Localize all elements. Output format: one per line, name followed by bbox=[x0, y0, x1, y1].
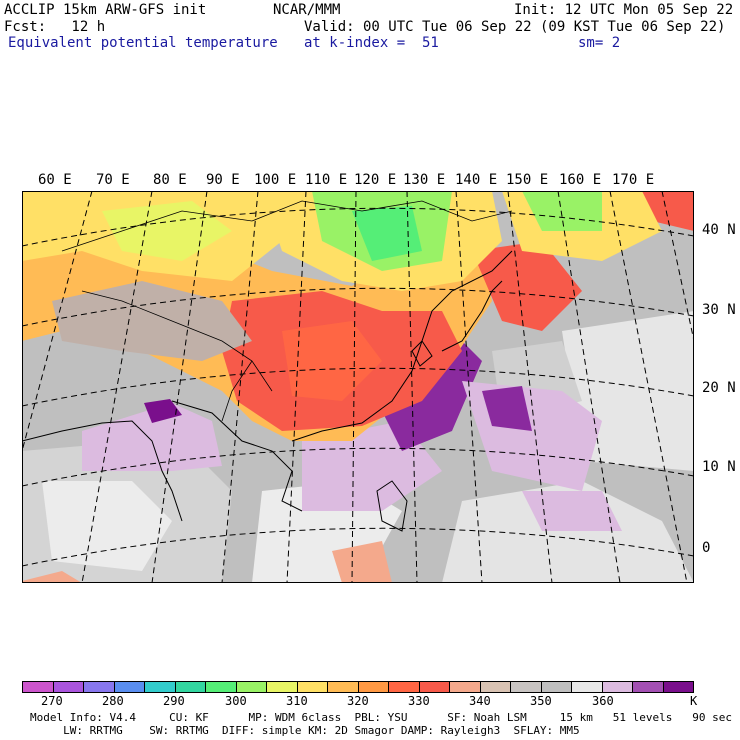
lon-label-160e: 160 E bbox=[559, 172, 602, 188]
lon-label-140e: 140 E bbox=[455, 172, 498, 188]
lat-label-30n: 30 N bbox=[702, 302, 736, 318]
colorbar-tick-360: 360 bbox=[592, 694, 614, 708]
coastlines bbox=[22, 250, 513, 532]
lon-label-110e: 110 E bbox=[305, 172, 348, 188]
field-name: Equivalent potential temperature bbox=[8, 35, 278, 51]
lon-label-60e: 60 E bbox=[38, 172, 72, 188]
colorbar-tick-310: 310 bbox=[286, 694, 308, 708]
colorbar-tick-300: 300 bbox=[225, 694, 247, 708]
lon-label-70e: 70 E bbox=[96, 172, 130, 188]
cool-land-region bbox=[22, 191, 662, 291]
colorbar-swatch-10 bbox=[328, 682, 359, 692]
colorbar-swatch-20 bbox=[633, 682, 664, 692]
colorbar-swatch-8 bbox=[267, 682, 298, 692]
model-info-line1: Model Info: V4.4 CU: KF MP: WDM 6class P… bbox=[30, 711, 732, 724]
graticule bbox=[22, 191, 694, 583]
colorbar-swatch-14 bbox=[450, 682, 481, 692]
colorbar-swatch-6 bbox=[206, 682, 237, 692]
init-time: Init: 12 UTC Mon 05 Sep 22 bbox=[514, 2, 734, 18]
lon-label-100e: 100 E bbox=[254, 172, 297, 188]
high-theta-e-region bbox=[82, 341, 622, 531]
colorbar-tick-270: 270 bbox=[41, 694, 63, 708]
colorbar-swatch-13 bbox=[419, 682, 450, 692]
country-borders bbox=[61, 200, 513, 422]
colorbar-swatch-1 bbox=[53, 682, 84, 692]
colorbar-swatch-11 bbox=[358, 682, 389, 692]
plateau-region bbox=[52, 281, 252, 361]
colorbar bbox=[22, 681, 694, 693]
lat-label-40n: 40 N bbox=[702, 222, 736, 238]
colorbar-tick-340: 340 bbox=[469, 694, 491, 708]
lon-label-170e: 170 E bbox=[612, 172, 655, 188]
lat-label-0: 0 bbox=[702, 540, 711, 556]
colorbar-tick-320: 320 bbox=[347, 694, 369, 708]
theta-e-map bbox=[22, 191, 694, 583]
colorbar-swatch-4 bbox=[145, 682, 176, 692]
lon-label-90e: 90 E bbox=[206, 172, 240, 188]
forecast-hour: Fcst: 12 h bbox=[4, 19, 106, 35]
lat-label-10n: 10 N bbox=[702, 459, 736, 475]
colorbar-tick-280: 280 bbox=[102, 694, 124, 708]
lon-label-130e: 130 E bbox=[403, 172, 446, 188]
colorbar-swatch-18 bbox=[572, 682, 603, 692]
level-label: at k-index = 51 bbox=[304, 35, 439, 51]
colorbar-swatch-21 bbox=[663, 682, 693, 692]
colorbar-swatch-5 bbox=[175, 682, 206, 692]
colorbar-unit: K bbox=[690, 694, 698, 708]
colorbar-tick-290: 290 bbox=[163, 694, 185, 708]
colorbar-swatch-16 bbox=[511, 682, 542, 692]
colorbar-tick-350: 350 bbox=[530, 694, 552, 708]
lon-label-80e: 80 E bbox=[153, 172, 187, 188]
model-title: ACCLIP 15km ARW-GFS init bbox=[4, 2, 207, 18]
colorbar-swatch-9 bbox=[297, 682, 328, 692]
colorbar-swatch-17 bbox=[541, 682, 572, 692]
colorbar-swatch-7 bbox=[236, 682, 267, 692]
colorbar-swatch-0 bbox=[23, 682, 54, 692]
colorbar-swatch-2 bbox=[84, 682, 115, 692]
lat-label-20n: 20 N bbox=[702, 380, 736, 396]
valid-time: Valid: 00 UTC Tue 06 Sep 22 (09 KST Tue … bbox=[304, 19, 726, 35]
colorbar-swatch-15 bbox=[480, 682, 511, 692]
lon-label-120e: 120 E bbox=[354, 172, 397, 188]
colorbar-swatch-19 bbox=[602, 682, 633, 692]
lon-label-150e: 150 E bbox=[506, 172, 549, 188]
model-info-line2: LW: RRTMG SW: RRTMG DIFF: simple KM: 2D … bbox=[30, 724, 580, 737]
colorbar-swatch-12 bbox=[389, 682, 420, 692]
colorbar-tick-330: 330 bbox=[408, 694, 430, 708]
smoothing-label: sm= 2 bbox=[578, 35, 621, 51]
colorbar-swatch-3 bbox=[114, 682, 145, 692]
organization-label: NCAR/MMM bbox=[273, 2, 341, 18]
